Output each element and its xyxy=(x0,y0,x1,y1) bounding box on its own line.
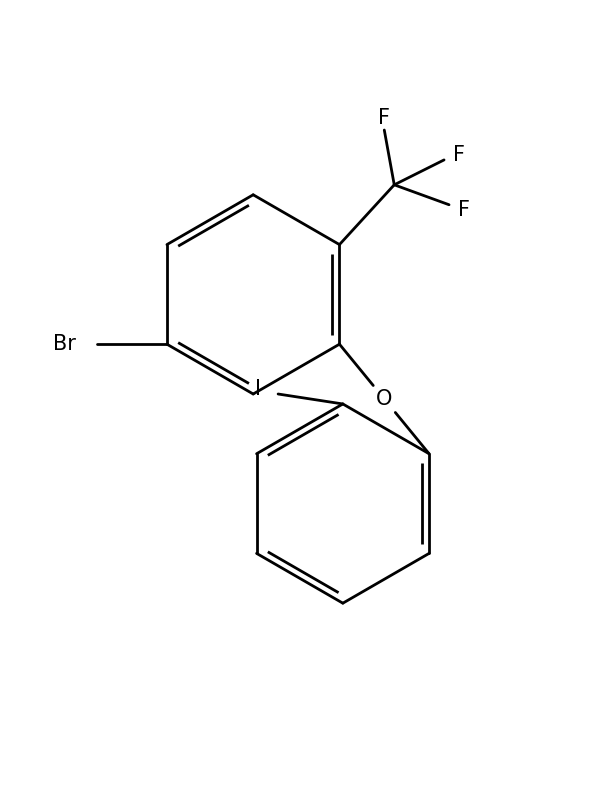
Text: Br: Br xyxy=(53,334,76,354)
Text: I: I xyxy=(255,379,261,399)
Text: F: F xyxy=(378,108,390,128)
Text: F: F xyxy=(458,199,470,220)
Text: O: O xyxy=(376,389,393,409)
Text: F: F xyxy=(453,145,465,165)
